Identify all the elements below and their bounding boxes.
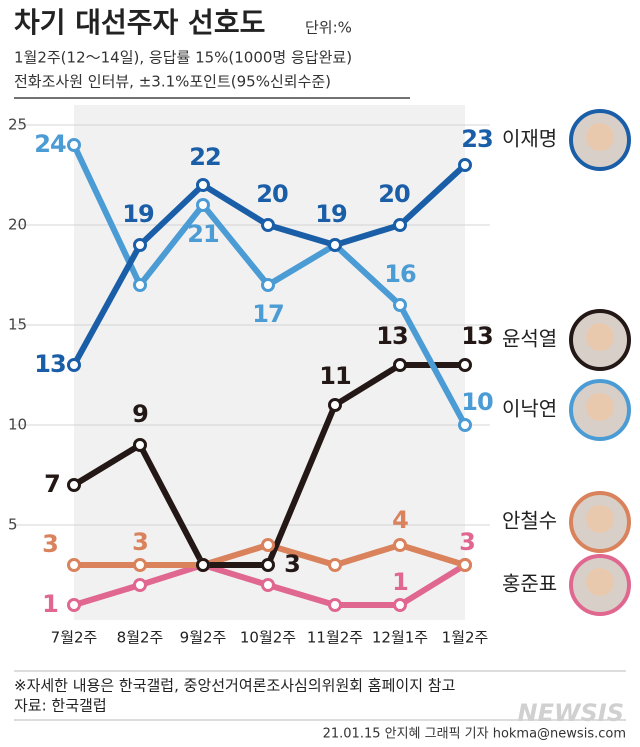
data-point bbox=[67, 358, 81, 372]
data-point bbox=[393, 538, 407, 552]
data-label: 13 bbox=[376, 322, 407, 350]
data-point bbox=[328, 238, 342, 252]
data-label: 20 bbox=[256, 180, 288, 208]
data-point bbox=[458, 358, 472, 372]
legend-photo-head bbox=[586, 505, 614, 533]
legend-photo-head bbox=[586, 323, 614, 351]
plot: 5 10 15 20 25 7월2주 8월2주 9월2주 10월2주 11월2주 12월1주 1월2주… bbox=[8, 109, 631, 647]
data-label: 13 bbox=[34, 350, 65, 378]
data-point bbox=[67, 138, 81, 152]
data-point bbox=[196, 198, 210, 212]
data-label: 3 bbox=[459, 528, 475, 556]
data-point bbox=[261, 538, 275, 552]
data-point bbox=[67, 598, 81, 612]
data-point bbox=[196, 178, 210, 192]
data-label: 13 bbox=[461, 322, 492, 350]
x-tick-label: 8월2주 bbox=[117, 629, 164, 647]
data-label: 21 bbox=[187, 220, 219, 248]
x-tick-label: 11월2주 bbox=[307, 629, 363, 647]
y-tick-label: 20 bbox=[8, 216, 27, 234]
credit: 21.01.15 안지혜 그래픽 기자 hokma@newsis.com bbox=[323, 727, 626, 742]
x-tick-label: 12월1주 bbox=[372, 629, 428, 647]
legend-label: 윤석열 bbox=[502, 327, 557, 351]
data-label: 1 bbox=[392, 568, 408, 596]
data-point bbox=[261, 578, 275, 592]
data-point bbox=[133, 278, 147, 292]
data-label: 1 bbox=[42, 590, 58, 618]
data-label: 3 bbox=[42, 530, 58, 558]
subtitle: 전화조사원 인터뷰, ±3.1%포인트(95%신뢰수준) bbox=[14, 73, 331, 91]
data-label: 22 bbox=[189, 143, 220, 171]
data-label: 17 bbox=[252, 300, 283, 328]
data-label: 24 bbox=[34, 130, 66, 158]
data-label: 16 bbox=[384, 260, 416, 288]
data-point bbox=[133, 438, 147, 452]
legend-label: 홍준표 bbox=[502, 572, 557, 596]
data-point bbox=[458, 418, 472, 432]
data-label: 3 bbox=[132, 528, 148, 556]
chart-title: 차기 대선주자 선호도 bbox=[14, 6, 265, 39]
data-point bbox=[328, 598, 342, 612]
x-tick-label: 1월2주 bbox=[442, 629, 489, 647]
data-point bbox=[133, 238, 147, 252]
legend-photo-head bbox=[586, 568, 614, 596]
data-point bbox=[261, 278, 275, 292]
data-point bbox=[67, 478, 81, 492]
data-point bbox=[393, 598, 407, 612]
data-point bbox=[458, 158, 472, 172]
data-point bbox=[261, 558, 275, 572]
logo: NEWSIS bbox=[518, 699, 624, 727]
legend-photo-head bbox=[586, 393, 614, 421]
data-label: 3 bbox=[284, 550, 300, 578]
legend-label: 안철수 bbox=[502, 509, 557, 533]
data-point bbox=[67, 558, 81, 572]
legend-photo-head bbox=[586, 123, 614, 151]
subtitle: 1월2주(12～14일), 응답률 15%(1000명 응답완료) bbox=[14, 49, 352, 67]
y-tick-label: 15 bbox=[8, 316, 27, 334]
y-tick-label: 25 bbox=[8, 116, 27, 134]
y-tick-label: 5 bbox=[8, 516, 18, 534]
data-label: 20 bbox=[378, 180, 410, 208]
data-point bbox=[196, 558, 210, 572]
data-label: 11 bbox=[319, 362, 351, 390]
data-point bbox=[393, 358, 407, 372]
data-point bbox=[328, 558, 342, 572]
y-tick-label: 10 bbox=[8, 416, 27, 434]
data-point bbox=[328, 398, 342, 412]
x-tick-label: 9월2주 bbox=[180, 629, 227, 647]
data-label: 9 bbox=[132, 400, 148, 428]
x-tick-label: 10월2주 bbox=[240, 629, 296, 647]
data-point bbox=[133, 578, 147, 592]
data-label: 4 bbox=[392, 506, 408, 534]
data-label: 7 bbox=[44, 470, 60, 498]
data-label: 19 bbox=[122, 200, 154, 228]
data-point bbox=[133, 558, 147, 572]
data-point bbox=[458, 558, 472, 572]
data-point bbox=[393, 218, 407, 232]
x-tick-label: 7월2주 bbox=[51, 629, 98, 647]
data-point bbox=[261, 218, 275, 232]
data-label: 19 bbox=[315, 200, 347, 228]
data-label: 10 bbox=[461, 388, 493, 416]
legend-label: 이낙연 bbox=[502, 397, 557, 421]
unit-label: 단위:% bbox=[305, 19, 352, 37]
legend-label: 이재명 bbox=[502, 127, 557, 151]
data-label: 23 bbox=[461, 125, 492, 153]
data-point bbox=[393, 298, 407, 312]
source: 자료: 한국갤럽 bbox=[14, 697, 107, 715]
note: ※자세한 내용은 한국갤럽, 중앙선거여론조사심의위원회 홈페이지 참고 bbox=[14, 677, 455, 695]
